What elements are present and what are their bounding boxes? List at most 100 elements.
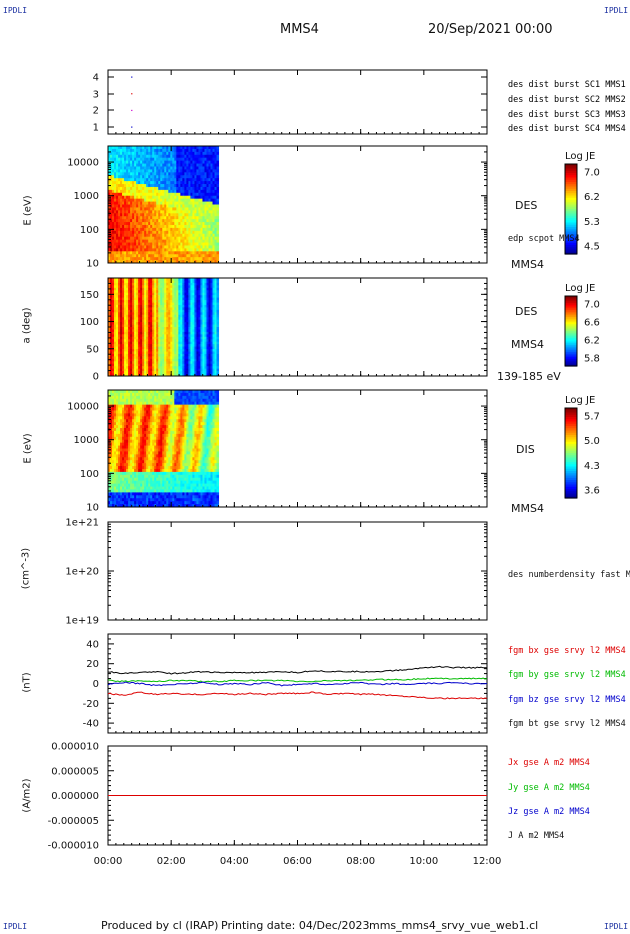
- des-energy-colorbar-cell: [565, 173, 577, 176]
- des-pitch-cell: [184, 353, 187, 357]
- des-pitch-cell: [176, 339, 179, 343]
- des-pitch-cell: [122, 363, 125, 367]
- des-pitch-cell: [216, 336, 220, 340]
- des-pitch-cell: [182, 329, 185, 333]
- des-energy-cell: [134, 186, 137, 191]
- des-pitch-cell: [206, 319, 209, 323]
- des-pitch-cell: [144, 322, 147, 326]
- des-energy-cell: [132, 175, 135, 179]
- des-pitch-cell: [180, 363, 183, 367]
- des-pitch-cell: [196, 290, 199, 294]
- des-energy-cell: [214, 181, 218, 185]
- des-pitch-cell: [192, 282, 195, 286]
- des-energy-cell: [136, 239, 139, 244]
- des-pitch-cell: [186, 278, 189, 281]
- des-energy-cell: [182, 175, 185, 179]
- des-pitch-cell: [174, 341, 177, 345]
- des-energy-cell: [150, 210, 153, 214]
- des-pitch-cell: [128, 361, 131, 365]
- des-energy-cell: [162, 245, 165, 249]
- des-pitch-cell: [160, 322, 163, 326]
- des-energy-cell: [204, 251, 207, 255]
- des-energy-cell: [174, 195, 177, 200]
- des-pitch-cell: [126, 339, 129, 343]
- des-pitch-cell: [142, 358, 145, 362]
- des-pitch-cell: [110, 285, 113, 289]
- des-pitch-cell: [190, 368, 193, 372]
- des-energy-colorbar-cell: [565, 188, 577, 192]
- des-pitch-cell: [188, 346, 191, 350]
- des-energy-cell: [212, 151, 216, 156]
- des-energy-cell: [146, 239, 149, 244]
- des-pitch-cell: [148, 346, 151, 350]
- des-energy-cell: [178, 224, 181, 229]
- des-energy-cell: [188, 213, 191, 217]
- des-energy-cell: [196, 210, 199, 214]
- des-energy-cell: [166, 169, 169, 173]
- des-pitch-cell: [140, 349, 143, 352]
- des-pitch-cell: [188, 351, 191, 355]
- des-pitch-cell: [180, 329, 183, 333]
- des-energy-cell: [192, 186, 195, 191]
- des-energy-cell: [152, 210, 155, 214]
- des-energy-cell: [198, 230, 201, 235]
- des-pitch-cell: [136, 317, 139, 321]
- des-energy-cell: [144, 254, 147, 258]
- des-energy-cell: [210, 254, 214, 258]
- des-pitch-cell: [212, 290, 216, 294]
- des-pitch-cell: [136, 331, 139, 335]
- des-energy-cell: [206, 186, 209, 191]
- des-pitch-cell: [196, 312, 199, 316]
- des-energy-cell: [170, 186, 173, 191]
- des-energy-cell: [128, 227, 131, 232]
- des-energy-cell: [164, 169, 167, 173]
- des-energy-cell: [160, 172, 163, 176]
- des-energy-cell: [214, 236, 218, 241]
- des-pitch-cell: [114, 312, 117, 316]
- des-pitch-cell: [180, 344, 183, 348]
- des-energy-cell: [144, 175, 147, 179]
- des-energy-colorbar-cell: [565, 211, 577, 215]
- des-energy-cell: [204, 157, 207, 162]
- des-energy-ytick-label: 10: [86, 259, 99, 270]
- des-energy-cell: [142, 210, 145, 214]
- des-pitch-cell: [200, 278, 203, 281]
- des-energy-cell: [156, 207, 159, 211]
- des-pitch-cell: [184, 349, 187, 352]
- des-pitch-cell: [108, 290, 111, 294]
- des-pitch-cell: [168, 282, 171, 286]
- des-energy-cell: [202, 178, 205, 182]
- des-pitch-cell: [130, 317, 133, 321]
- des-energy-cell: [148, 260, 151, 264]
- des-pitch-cell: [168, 331, 171, 335]
- des-pitch-cell: [180, 356, 183, 360]
- des-energy-cell: [132, 146, 135, 150]
- des-pitch-cell: [138, 314, 141, 318]
- des-energy-cell: [148, 254, 151, 258]
- des-pitch-cell: [136, 282, 139, 286]
- des-energy-cell: [120, 146, 123, 150]
- dis-energy-cell: [112, 445, 115, 449]
- des-pitch-cell: [180, 300, 183, 303]
- des-pitch-cell: [134, 280, 137, 284]
- des-pitch-cell: [206, 297, 209, 301]
- des-energy-cell: [112, 184, 115, 188]
- des-pitch-cell: [204, 300, 207, 303]
- des-energy-colorbar-cell: [565, 247, 577, 251]
- des-pitch-cell: [186, 309, 189, 313]
- des-pitch-cell: [156, 363, 159, 367]
- des-energy-cell: [110, 172, 113, 176]
- des-energy-cell: [202, 213, 205, 217]
- des-energy-cell: [150, 242, 153, 246]
- des-pitch-cell: [110, 344, 113, 348]
- dis-energy-cell: [114, 477, 117, 482]
- des-pitch-cell: [136, 295, 139, 299]
- des-pitch-cell: [190, 366, 193, 370]
- des-energy-cell: [114, 146, 117, 150]
- des-energy-colorbar-cell: [565, 242, 577, 246]
- des-energy-cell: [186, 148, 189, 153]
- des-pitch-cell: [148, 349, 151, 352]
- des-energy-cell: [146, 213, 149, 217]
- des-pitch-cell: [122, 344, 125, 348]
- des-energy-cell: [142, 251, 145, 255]
